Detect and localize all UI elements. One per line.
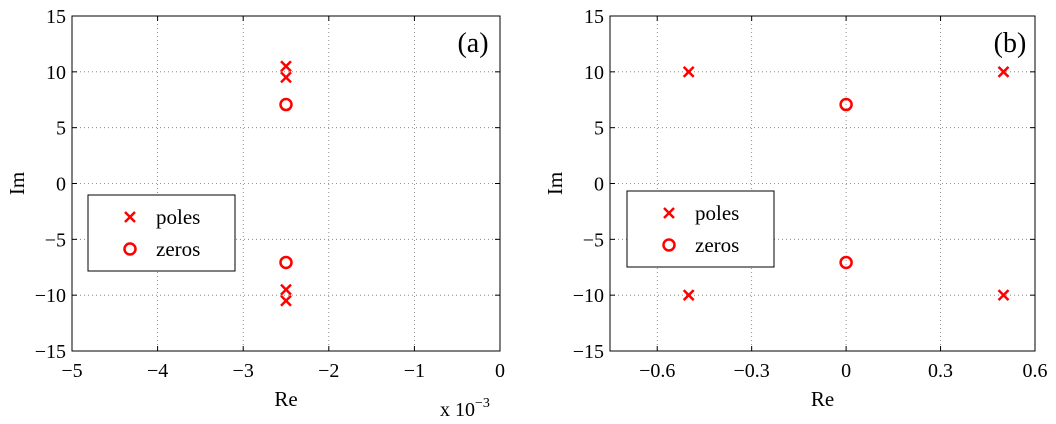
y-tick-label: −15	[35, 341, 66, 363]
legend-box	[626, 190, 775, 268]
pole-stroke	[280, 60, 292, 73]
pole-marker	[997, 289, 1010, 302]
y-tick-label: −5	[583, 229, 604, 251]
y-tick-label: 15	[584, 6, 604, 28]
panel-label: (b)	[994, 28, 1027, 59]
x-tick-label: −0.3	[734, 360, 770, 382]
pole-marker	[280, 283, 292, 296]
legend-pole-marker	[124, 211, 136, 223]
y-tick-label: −15	[573, 341, 604, 363]
zero-marker	[279, 255, 293, 270]
legend-zero-marker	[123, 242, 137, 256]
y-tick-label: −5	[45, 229, 66, 251]
legend-label-zeros: zeros	[156, 237, 200, 261]
pole-marker	[997, 65, 1010, 78]
x-tick-label: 0	[841, 360, 851, 382]
y-tick-label: 0	[56, 174, 66, 196]
legend-zero-marker	[662, 238, 676, 252]
y-tick-label: −10	[35, 285, 66, 307]
zero-marker	[279, 97, 293, 112]
x-tick-label: −3	[233, 360, 254, 382]
x-axis-multiplier-base: x 10	[440, 399, 475, 421]
x-tick-label: −4	[147, 360, 168, 382]
pole-stroke	[682, 289, 695, 302]
x-tick-label: −1	[404, 360, 425, 382]
pole-stroke	[997, 65, 1010, 78]
x-axis-label: Re	[811, 387, 834, 411]
pole-marker	[280, 71, 292, 84]
x-tick-label: 0	[495, 360, 505, 382]
pole-stroke	[280, 283, 292, 296]
legend-pole-marker	[663, 207, 675, 219]
y-tick-label: −10	[573, 285, 604, 307]
legend: poles zeros	[87, 194, 236, 272]
chart-panel-b: −0.6 −0.3 0 0.3 0.6 −15 −10 −5 0 5 10 15 Re Im (b) pole…	[543, 6, 1048, 411]
y-tick-label: 5	[56, 118, 66, 140]
panel-label: (a)	[457, 28, 488, 59]
pole-stroke	[124, 211, 136, 223]
x-tick-label: −0.6	[639, 360, 675, 382]
x-axis-label: Re	[274, 387, 297, 411]
pole-marker	[280, 294, 292, 307]
pole-marker	[280, 60, 292, 73]
x-tick-label: 0.6	[1023, 360, 1048, 382]
x-axis-multiplier-exponent: −3	[475, 396, 490, 411]
x-tick-label: 0.3	[928, 360, 953, 382]
y-tick-label: 0	[594, 174, 604, 196]
legend-label-zeros: zeros	[695, 233, 739, 257]
legend-label-poles: poles	[695, 201, 739, 225]
pole-stroke	[280, 71, 292, 84]
zero-marker	[839, 255, 853, 270]
y-axis-label: Im	[5, 172, 29, 195]
y-tick-label: 10	[584, 62, 604, 84]
x-tick-label: −5	[61, 360, 82, 382]
pole-stroke	[997, 289, 1010, 302]
y-tick-label: 15	[46, 6, 66, 28]
pole-marker	[682, 289, 695, 302]
x-tick-label: −2	[318, 360, 339, 382]
y-tick-label: 5	[594, 118, 604, 140]
pole-stroke	[682, 65, 695, 78]
pole-marker	[682, 65, 695, 78]
pole-stroke	[663, 207, 675, 219]
legend-box	[87, 194, 236, 272]
x-axis-multiplier: x 10−3	[440, 396, 490, 421]
y-tick-label: 10	[46, 62, 66, 84]
legend-label-poles: poles	[156, 205, 200, 229]
zero-marker	[839, 97, 853, 112]
pole-stroke	[280, 294, 292, 307]
y-axis-label: Im	[543, 172, 567, 195]
legend: poles zeros	[626, 190, 775, 268]
